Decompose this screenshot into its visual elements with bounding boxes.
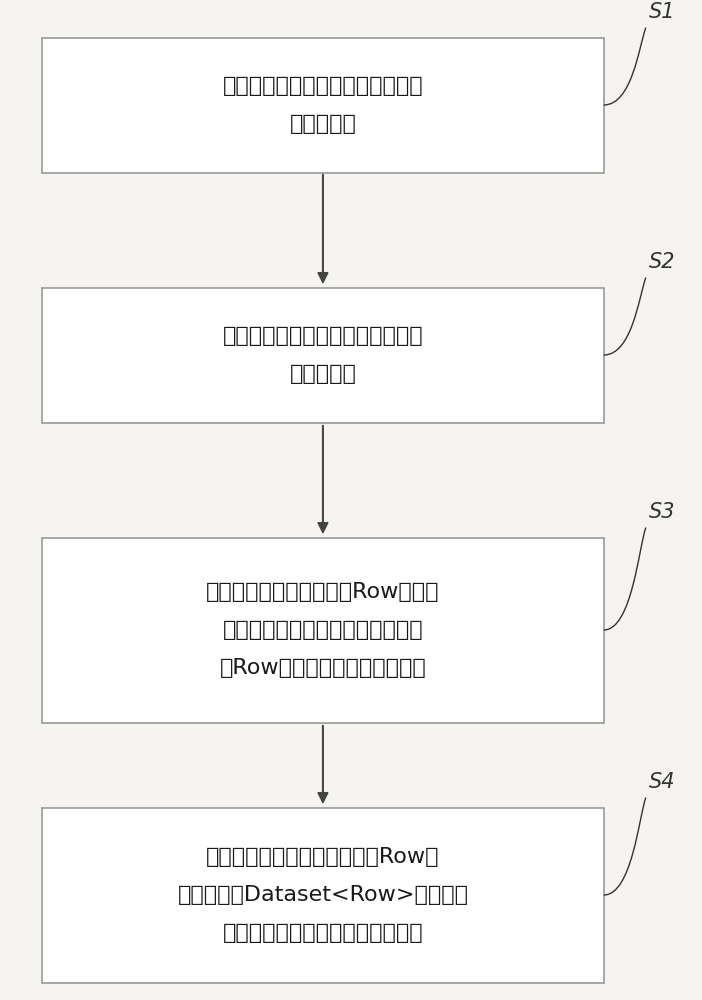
Text: ，通过列存储的格式写入文件系统: ，通过列存储的格式写入文件系统 [223, 923, 423, 943]
Text: 待处理数据: 待处理数据 [289, 114, 357, 134]
Bar [42, 538, 604, 722]
Text: 为Row格式数据后即存入内存中: 为Row格式数据后即存入内存中 [220, 658, 426, 678]
Text: S3: S3 [649, 502, 676, 522]
Text: 将所述内存中存入的多行所述Row格: 将所述内存中存入的多行所述Row格 [206, 847, 439, 867]
Bar [42, 808, 604, 982]
Bar [42, 288, 604, 422]
Bar [42, 37, 604, 172]
Text: S4: S4 [649, 772, 676, 792]
Text: 将所述结构化数据转换为Row格式数: 将所述结构化数据转换为Row格式数 [206, 582, 439, 602]
Text: 结构化数据: 结构化数据 [289, 364, 357, 384]
Text: S1: S1 [649, 2, 676, 22]
Text: 式数据组成Dataset<Row>格式数据: 式数据组成Dataset<Row>格式数据 [178, 885, 468, 905]
Text: S2: S2 [649, 252, 676, 272]
Text: 对所述待处理数据进行解析，得到: 对所述待处理数据进行解析，得到 [223, 326, 423, 346]
Text: 据，每将一组所述结构化数据转换: 据，每将一组所述结构化数据转换 [223, 620, 423, 640]
Text: 从实时消息系统中读取数据，得到: 从实时消息系统中读取数据，得到 [223, 76, 423, 96]
